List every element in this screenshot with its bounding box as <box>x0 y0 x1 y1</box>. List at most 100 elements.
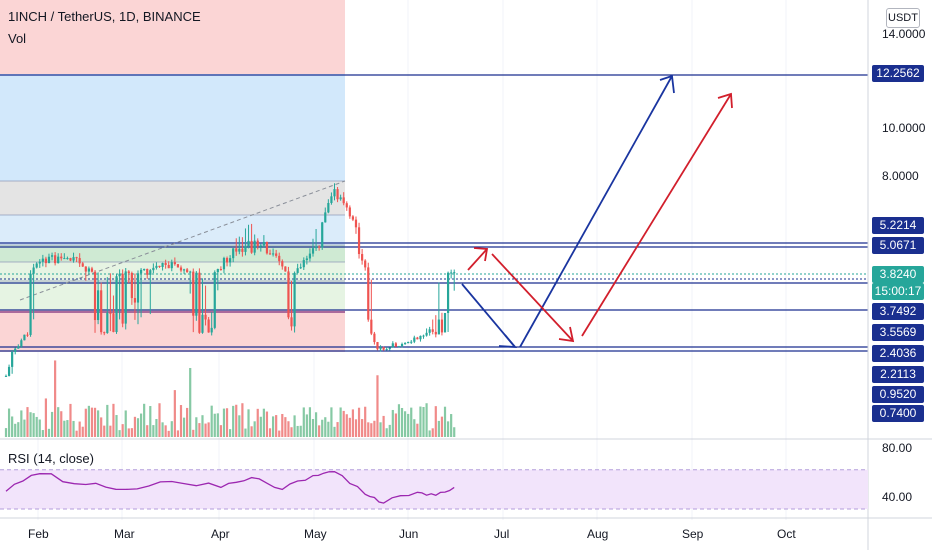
volume-bar <box>182 417 186 437</box>
candle <box>244 246 247 252</box>
candle <box>281 261 284 267</box>
volume-bar <box>75 430 78 437</box>
volume-bar <box>7 408 11 437</box>
x-label: Apr <box>211 527 230 541</box>
volume-bar <box>388 424 391 437</box>
candle <box>23 334 26 341</box>
volume-bar <box>250 426 253 437</box>
candle <box>379 347 382 350</box>
candle <box>32 267 35 274</box>
volume-bar <box>84 408 87 437</box>
volume-bar <box>90 407 94 437</box>
candle <box>333 189 336 197</box>
candle <box>143 268 146 270</box>
volume-bar <box>136 418 140 437</box>
candle <box>302 260 305 268</box>
volume-bar <box>20 410 23 437</box>
volume-bar <box>453 427 456 437</box>
price-tag: 3.5569 <box>872 324 924 341</box>
price-tag: 0.7400 <box>872 405 924 422</box>
candle <box>311 248 315 254</box>
candle <box>450 272 453 274</box>
volume-bar <box>78 421 81 437</box>
candle <box>103 332 106 334</box>
volume-bar <box>287 421 290 437</box>
volume-bar <box>106 404 109 437</box>
candle <box>97 290 100 321</box>
candle <box>192 271 195 316</box>
candle <box>106 312 109 334</box>
candle <box>268 253 272 255</box>
volume-bar <box>419 406 422 437</box>
volume-bar <box>382 415 385 437</box>
currency-button[interactable]: USDT <box>886 8 920 28</box>
volume-bar <box>330 407 333 437</box>
candle <box>186 269 189 273</box>
candle <box>216 269 219 273</box>
volume-bar <box>130 428 133 437</box>
arrow-head <box>659 74 675 94</box>
candle <box>391 343 394 348</box>
candle <box>17 346 20 349</box>
light-blue-zone <box>0 215 345 245</box>
volume-bar <box>35 416 38 437</box>
candle <box>29 273 32 335</box>
candle <box>410 341 413 343</box>
volume-bar <box>397 404 401 437</box>
volume-bar <box>244 428 247 437</box>
candle <box>4 375 8 377</box>
volume-bar <box>66 420 69 437</box>
candle <box>373 333 376 343</box>
candle <box>275 253 278 256</box>
volume-bar <box>404 411 407 437</box>
arrow-head <box>558 326 575 343</box>
volume-bar <box>50 411 54 437</box>
candle <box>293 272 296 327</box>
candle <box>327 203 330 213</box>
volume-bar <box>318 425 321 437</box>
candle <box>118 273 121 277</box>
volume-bar <box>256 408 259 437</box>
candle <box>66 258 69 260</box>
volume-label[interactable]: Vol <box>8 31 27 46</box>
volume-bar <box>229 429 232 437</box>
candle <box>179 267 183 271</box>
volume-bar <box>47 428 51 437</box>
volume-bar <box>284 417 287 437</box>
candle <box>57 256 60 264</box>
candle <box>287 271 290 318</box>
candle <box>26 334 29 336</box>
candle <box>419 335 422 340</box>
volume-bar <box>38 419 41 437</box>
countdown-tag: 15:00:17 <box>872 283 924 300</box>
volume-bar <box>207 422 210 437</box>
volume-bar <box>271 416 275 437</box>
candle <box>152 267 155 271</box>
candle <box>385 349 388 351</box>
candle <box>100 290 103 333</box>
volume-bar <box>127 428 130 437</box>
volume-bar <box>87 405 90 437</box>
volume-bar <box>370 423 373 437</box>
red-zone-top <box>0 0 345 74</box>
volume-bar <box>139 413 143 437</box>
volume-bar <box>321 419 324 437</box>
candle <box>170 262 173 269</box>
volume-bar <box>149 406 152 437</box>
rsi-label[interactable]: RSI (14, close) <box>8 451 94 466</box>
x-label: Oct <box>777 527 796 541</box>
candle <box>296 268 299 273</box>
volume-bar <box>407 413 410 437</box>
volume-bar <box>336 422 339 437</box>
candle <box>247 240 250 247</box>
candle <box>348 207 351 217</box>
symbol-title[interactable]: 1INCH / TetherUS, 1D, BINANCE <box>8 9 201 24</box>
candle <box>210 327 213 333</box>
candle <box>195 272 198 316</box>
volume-bar <box>416 423 419 437</box>
candle <box>314 246 318 249</box>
volume-bar <box>342 410 345 437</box>
current-price-tag: 3.8240 <box>872 266 924 283</box>
volume-bar <box>17 422 20 437</box>
